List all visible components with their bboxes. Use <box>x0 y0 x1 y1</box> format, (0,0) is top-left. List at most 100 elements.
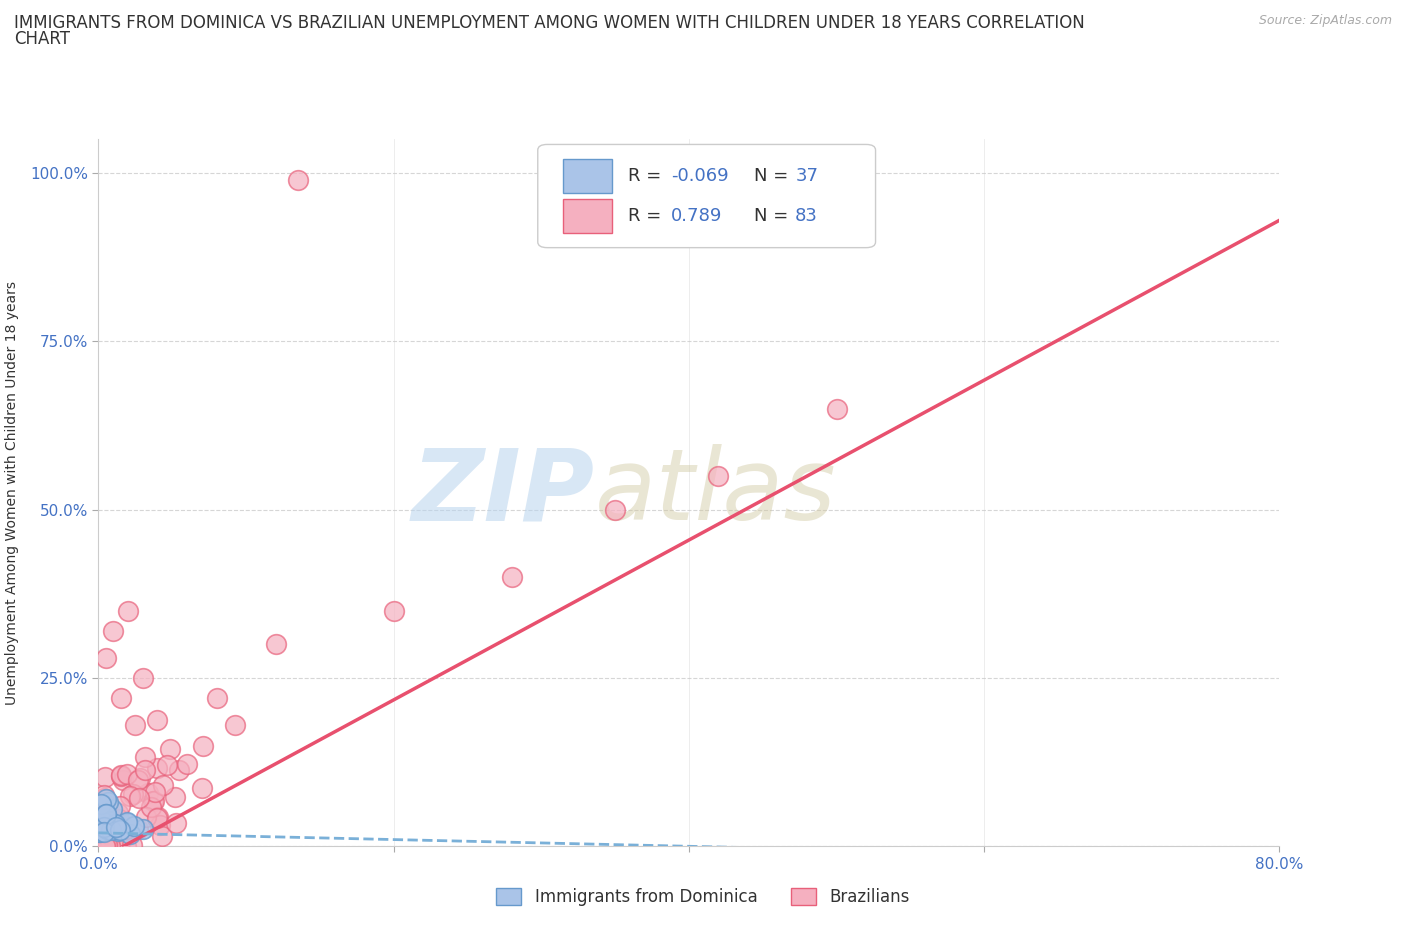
Point <box>90 814 112 829</box>
Point <box>93 787 115 802</box>
Point <box>93 795 115 810</box>
Text: ZIP: ZIP <box>412 445 595 541</box>
Point <box>128 790 150 805</box>
Point <box>94 791 117 806</box>
Text: -0.069: -0.069 <box>671 166 728 184</box>
Point <box>134 763 156 777</box>
Point <box>100 823 122 838</box>
Point <box>190 780 212 795</box>
Point <box>128 770 150 785</box>
Point <box>108 822 131 837</box>
Point <box>135 809 157 824</box>
Point <box>143 793 166 808</box>
FancyBboxPatch shape <box>537 144 876 247</box>
Point <box>93 824 115 839</box>
Point <box>167 763 190 777</box>
Point <box>96 806 118 821</box>
Point <box>115 822 138 837</box>
Point <box>103 831 125 846</box>
Point <box>97 821 120 836</box>
Point <box>115 766 138 781</box>
Text: N =: N = <box>754 166 789 184</box>
Point <box>93 812 115 827</box>
Point <box>94 839 117 854</box>
Point <box>93 798 115 813</box>
Point <box>110 768 132 783</box>
Point <box>91 820 114 835</box>
Point <box>104 826 127 841</box>
Point <box>94 820 117 835</box>
Point <box>108 798 131 813</box>
Point <box>93 819 115 834</box>
Point <box>104 819 127 834</box>
Point <box>111 817 134 832</box>
Point <box>146 810 169 825</box>
Point <box>94 769 117 784</box>
Point <box>103 623 125 638</box>
Point <box>138 785 160 800</box>
Text: Source: ZipAtlas.com: Source: ZipAtlas.com <box>1258 14 1392 27</box>
Point <box>825 402 848 417</box>
Point <box>382 604 405 618</box>
Point <box>159 741 181 756</box>
Point <box>127 773 149 788</box>
Point <box>96 820 118 835</box>
Point <box>127 822 149 837</box>
Point <box>146 761 169 776</box>
Point <box>193 738 215 753</box>
Point <box>108 839 131 854</box>
Point <box>96 838 118 853</box>
Point <box>96 822 118 837</box>
Point <box>110 839 132 854</box>
Point <box>111 772 134 787</box>
Point <box>101 802 124 817</box>
Point <box>115 815 138 830</box>
Point <box>89 830 111 844</box>
Point <box>91 813 114 828</box>
Text: CHART: CHART <box>14 30 70 47</box>
Point <box>115 816 138 830</box>
Point <box>146 712 169 727</box>
Text: 37: 37 <box>796 166 818 184</box>
Point <box>101 830 124 845</box>
Point <box>118 826 141 841</box>
Point <box>90 834 112 849</box>
Point <box>103 819 125 834</box>
Point <box>93 790 115 805</box>
Point <box>150 829 173 844</box>
Point <box>132 671 155 685</box>
Text: 83: 83 <box>796 206 818 225</box>
Point <box>149 817 172 832</box>
FancyBboxPatch shape <box>562 199 612 232</box>
Point <box>122 818 145 833</box>
Point <box>501 569 523 584</box>
Point <box>105 817 128 832</box>
Point <box>110 768 132 783</box>
Point <box>96 815 118 830</box>
Point <box>98 813 121 828</box>
Point <box>97 794 120 809</box>
Point <box>104 817 127 831</box>
Point <box>107 805 129 820</box>
Point <box>94 650 117 665</box>
Point <box>141 800 163 815</box>
Point <box>90 818 112 833</box>
Point <box>107 824 129 839</box>
Point <box>152 777 174 792</box>
Point <box>87 824 110 839</box>
Point <box>118 789 141 804</box>
Point <box>134 750 156 764</box>
Point <box>122 787 145 802</box>
Point <box>146 811 169 826</box>
Point <box>90 796 112 811</box>
Y-axis label: Unemployment Among Women with Children Under 18 years: Unemployment Among Women with Children U… <box>4 281 18 705</box>
Point <box>89 839 111 854</box>
Text: N =: N = <box>754 206 789 225</box>
Text: IMMIGRANTS FROM DOMINICA VS BRAZILIAN UNEMPLOYMENT AMONG WOMEN WITH CHILDREN UND: IMMIGRANTS FROM DOMINICA VS BRAZILIAN UN… <box>14 14 1085 32</box>
Point <box>287 172 309 187</box>
Point <box>605 502 627 517</box>
Point <box>142 793 165 808</box>
Point <box>110 691 132 706</box>
Legend: Immigrants from Dominica, Brazilians: Immigrants from Dominica, Brazilians <box>489 881 917 912</box>
Point <box>98 839 121 854</box>
